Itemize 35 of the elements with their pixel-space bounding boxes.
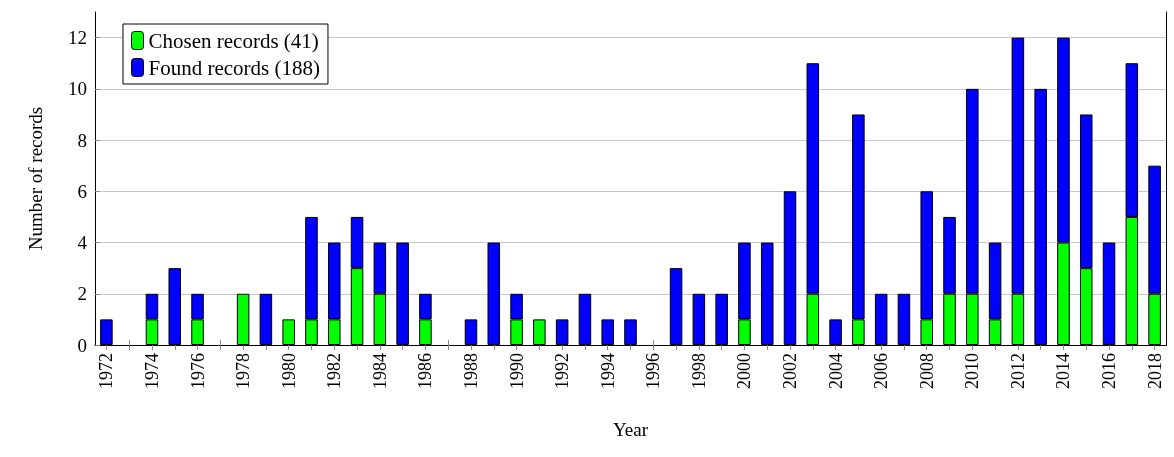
x-tick-label: 2016 [1099,353,1120,389]
x-tick-label: 1986 [415,353,436,389]
legend-label: Found records (188) [148,55,320,80]
x-tick-label: 1994 [597,353,618,389]
y-tick-label: 8 [77,129,87,151]
y-tick-label: 6 [77,180,87,202]
x-tick-label: 1988 [460,353,481,389]
y-tick-label: 0 [77,334,87,356]
x-tick-label: 2012 [1007,353,1028,389]
x-tick-label: 1976 [187,353,208,389]
x-tick-label: 1980 [278,353,299,389]
legend-label: Chosen records (41) [148,28,319,53]
x-tick-label: 1974 [141,353,162,389]
x-tick-label: 1998 [688,353,709,389]
x-tick-label: 2006 [871,353,892,389]
x-tick-label: 2014 [1053,353,1074,389]
x-tick-label: 2002 [780,353,801,389]
x-tick-label: 2018 [1144,353,1165,389]
x-tick-label: 1982 [324,353,345,389]
x-tick-label: 1978 [233,353,254,389]
x-tick-label: 1984 [369,353,390,389]
x-tick-label: 2000 [734,353,755,389]
x-tick-label: 2008 [916,353,937,389]
x-tick-label: 2004 [825,353,846,389]
x-tick-label: 1972 [96,353,117,389]
y-tick-label: 12 [68,27,87,49]
y-tick-label: 2 [77,283,87,305]
x-axis-title: Year [612,419,649,440]
y-tick-label: 10 [68,78,87,100]
y-axis-title: Number of records [25,106,46,251]
x-tick-label: 1990 [506,353,527,389]
x-tick-label: 1992 [552,353,573,389]
y-tick-label: 4 [77,232,88,254]
x-tick-label: 1996 [643,353,664,389]
x-tick-label: 2010 [962,353,983,389]
